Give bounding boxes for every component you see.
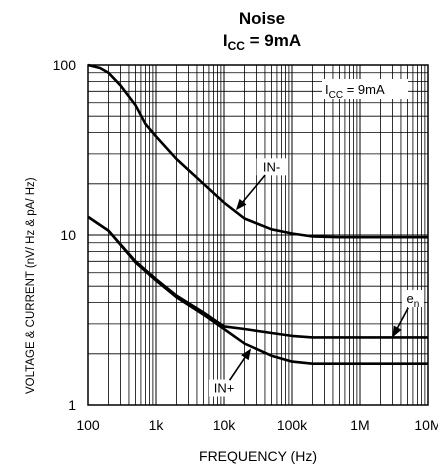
icc-annotation: ICC = 9mA [325,82,385,101]
chart-title: Noise [239,9,285,28]
chart-subtitle-main: I [223,31,228,50]
y-axis-label: VOLTAGE & CURRENT (nV/ Hz & pA/ Hz) [25,177,37,394]
y-axis-label-part3: Hz) [25,177,37,195]
series-arrowhead-en [392,325,402,338]
y-tick-label: 100 [53,57,77,73]
series-arrow-in [239,174,266,207]
series-label-in: IN- [263,159,280,174]
x-tick-label: 10M [414,417,438,433]
data-lines [87,63,428,366]
x-tick-label: 1k [149,417,165,433]
x-tick-label: 100 [76,417,100,433]
chart-subtitle-sub: CC [228,39,246,53]
x-axis-label: FREQUENCY (Hz) [199,448,317,464]
series-label-en: en [407,291,420,310]
x-tick-labels: 100 1k 10k 100k 1M 10M [76,417,438,433]
series-arrowhead-in [241,348,252,361]
series-label-bg-in [256,158,287,176]
series-label-bg-en [401,290,424,308]
icc-annotation-main: I [325,82,329,97]
series-arrowhead-in [235,198,247,211]
chart-subtitle: ICC = 9mA [223,31,301,53]
series-label-bg-in [209,379,239,397]
series-label-in: IN+ [214,381,235,396]
chart-subtitle-rest: = 9mA [245,31,301,50]
icc-annotation-box [322,79,408,99]
y-tick-label: 1 [68,397,76,413]
series-arrow-in [228,353,249,381]
y-axis-label-part1: VOLTAGE & CURRENT (nV/ [25,244,37,394]
x-tick-label: 1M [350,417,369,433]
series-labels: IN-en IN+ [209,158,424,397]
grid-lines [88,65,428,405]
x-tick-label: 100k [277,417,308,433]
icc-annotation-sub: CC [329,90,343,101]
series-line-in [87,63,428,239]
y-axis-label-part2: Hz & pA/ [25,195,37,244]
series-line-in [87,215,428,366]
x-tick-label: 10k [213,417,237,433]
plot-frame [87,64,429,406]
y-tick-labels: 1 10 100 [53,57,77,413]
y-axis-label-text: VOLTAGE & CURRENT (nV/ Hz & pA/ Hz) [25,177,37,394]
icc-annotation-rest: = 9mA [343,82,385,97]
y-tick-label: 10 [60,227,76,243]
